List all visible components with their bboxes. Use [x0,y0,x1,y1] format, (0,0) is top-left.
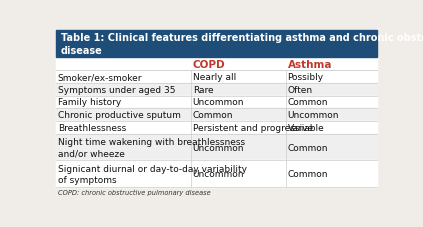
Text: Common: Common [288,169,328,178]
Bar [56,121,377,134]
Text: Uncommon: Uncommon [288,111,339,120]
Text: Family history: Family history [58,98,121,107]
Text: Asthma: Asthma [288,59,332,69]
Text: COPD: chronic obstructive pulmonary disease: COPD: chronic obstructive pulmonary dise… [58,189,211,195]
Text: Smoker/ex-smoker: Smoker/ex-smoker [58,73,142,82]
Text: Breathlessness: Breathlessness [58,123,126,132]
Text: Uncommon: Uncommon [193,169,244,178]
Bar [56,31,377,58]
Text: Persistent and progressive: Persistent and progressive [193,123,313,132]
Bar [56,109,377,121]
Text: Possibly: Possibly [288,73,324,82]
Text: Often: Often [288,85,313,94]
Text: COPD: COPD [193,59,225,69]
Text: Table 1: Clinical features differentiating asthma and chronic obstructive pulmon: Table 1: Clinical features differentiati… [61,33,423,56]
Text: Common: Common [288,98,328,107]
Bar [56,84,377,96]
Text: Rare: Rare [193,85,213,94]
Text: Common: Common [288,143,328,152]
Text: Chronic productive sputum: Chronic productive sputum [58,111,181,120]
Bar [56,58,377,187]
Bar [56,134,377,161]
Text: Uncommon: Uncommon [193,98,244,107]
Bar [56,161,377,187]
Text: Variable: Variable [288,123,324,132]
Text: Uncommon: Uncommon [193,143,244,152]
Text: Nearly all: Nearly all [193,73,236,82]
Bar [56,71,377,84]
Text: Night time wakening with breathlessness
and/or wheeze: Night time wakening with breathlessness … [58,137,245,157]
Text: Common: Common [193,111,233,120]
Text: Symptoms under aged 35: Symptoms under aged 35 [58,85,175,94]
Text: Signicant diurnal or day-to-day variability
of symptoms: Signicant diurnal or day-to-day variabil… [58,164,247,184]
Bar [56,96,377,109]
